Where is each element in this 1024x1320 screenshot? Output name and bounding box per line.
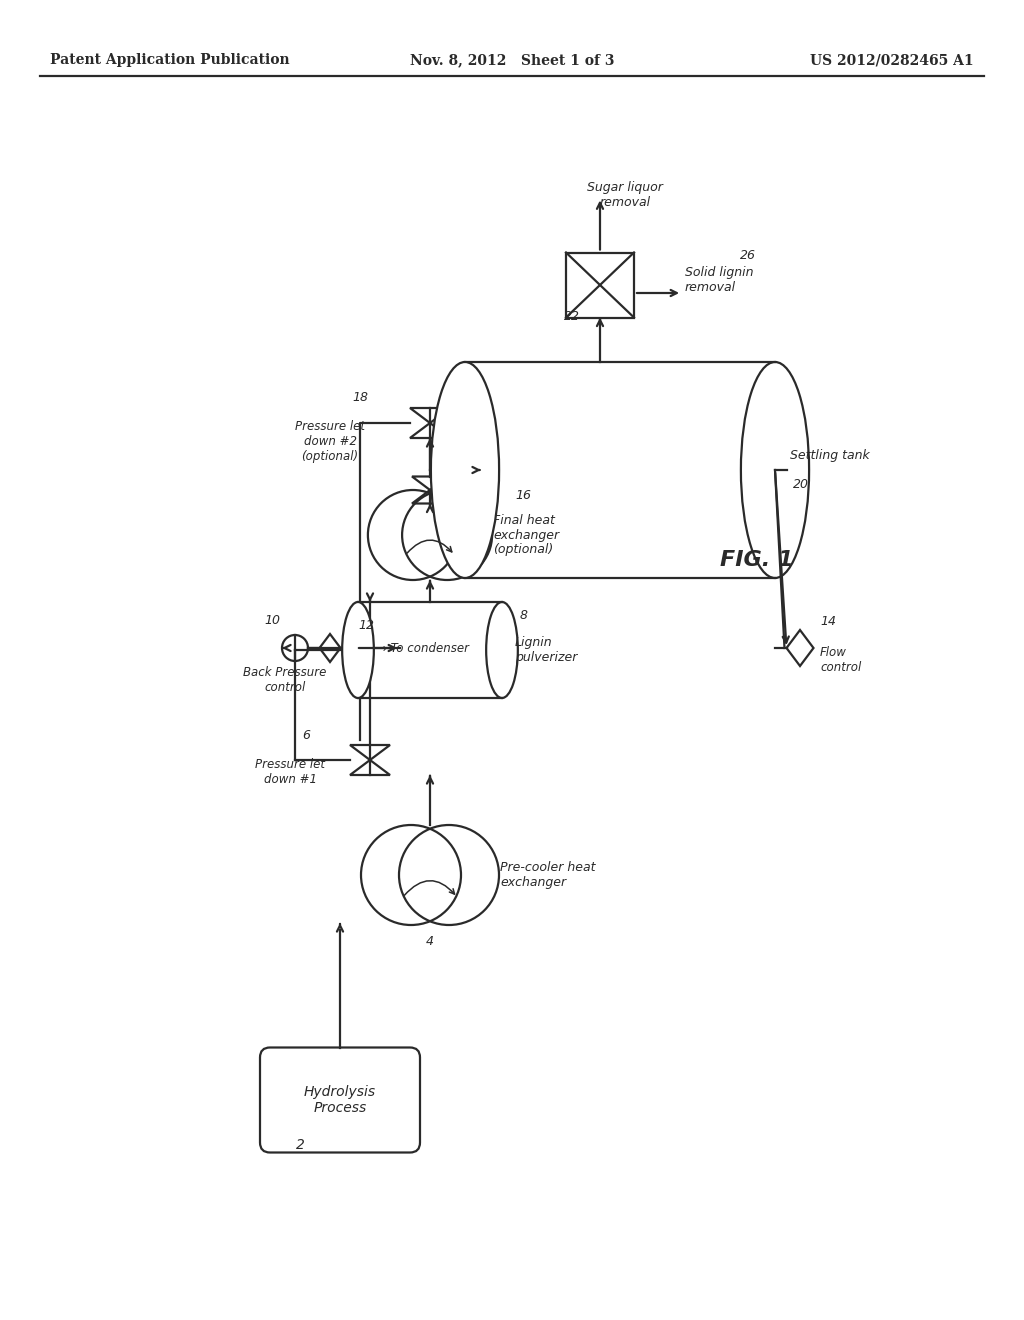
Text: 10: 10 [264,614,280,627]
Text: 4: 4 [426,935,434,948]
Bar [566,252,634,318]
Circle shape [361,825,461,925]
Text: Nov. 8, 2012   Sheet 1 of 3: Nov. 8, 2012 Sheet 1 of 3 [410,53,614,67]
Text: → To condenser: → To condenser [377,642,469,655]
Text: Final heat
exchanger
(optional): Final heat exchanger (optional) [493,513,559,557]
Text: Pressure let
down #1: Pressure let down #1 [255,758,325,785]
Text: US 2012/0282465 A1: US 2012/0282465 A1 [810,53,974,67]
Circle shape [368,490,458,579]
Text: 8: 8 [520,609,528,622]
Text: Lignin
pulverizer: Lignin pulverizer [515,636,578,664]
Text: 20: 20 [793,478,809,491]
Text: 12: 12 [358,619,374,632]
Text: Back Pressure
control: Back Pressure control [244,667,327,694]
Text: Pre-cooler heat
exchanger: Pre-cooler heat exchanger [500,861,596,888]
Text: 22: 22 [564,310,580,323]
Text: 2: 2 [296,1138,305,1152]
Text: Sugar liquor
removal: Sugar liquor removal [587,181,663,209]
Text: Settling tank: Settling tank [790,449,869,462]
Ellipse shape [342,602,374,698]
Text: Patent Application Publication: Patent Application Publication [50,53,290,67]
Text: Flow
control: Flow control [820,645,861,675]
Text: 6: 6 [302,729,310,742]
Ellipse shape [431,362,499,578]
Text: 16: 16 [515,488,531,502]
Text: 14: 14 [820,615,836,628]
Text: Pressure let
down #2
(optional): Pressure let down #2 (optional) [295,420,365,463]
Text: FIG. 1: FIG. 1 [720,550,794,570]
Text: 18: 18 [352,391,368,404]
Text: Hydrolysis
Process: Hydrolysis Process [304,1085,376,1115]
Text: Solid lignin
removal: Solid lignin removal [685,267,754,294]
Text: 26: 26 [740,249,756,261]
